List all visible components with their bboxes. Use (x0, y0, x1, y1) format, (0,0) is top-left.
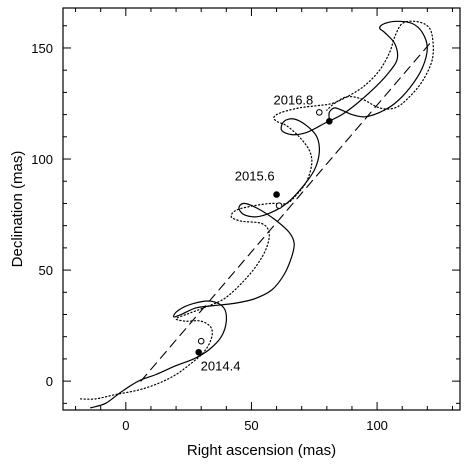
y-tick-label: 150 (31, 41, 53, 56)
y-tick-label: 0 (46, 374, 53, 389)
epoch-label: 2015.6 (235, 169, 275, 184)
plot-border (62, 7, 461, 411)
series-lines (80, 20, 434, 409)
filled-marker (326, 117, 333, 125)
y-tick-label: 50 (39, 263, 53, 278)
dotted-track-line (80, 20, 434, 400)
open-marker (315, 109, 323, 116)
x-tick-label: 0 (122, 418, 129, 433)
epoch-labels: 2014.4 2015.6 2016.8 (201, 92, 314, 373)
x-tick-label: 50 (244, 418, 258, 433)
y-axis-title: Declination (mas) (9, 151, 26, 268)
x-axis-title: Right ascension (mas) (187, 442, 336, 459)
epoch-label: 2016.8 (274, 92, 314, 107)
solid-track-line (90, 20, 428, 409)
x-tick-label: 100 (366, 418, 388, 433)
open-marker (275, 202, 283, 209)
epoch-label: 2014.4 (201, 358, 241, 373)
filled-marker (273, 191, 280, 198)
filled-marker (195, 348, 202, 356)
y-tick-label: 100 (31, 152, 53, 167)
open-marker (197, 337, 205, 345)
epoch-markers (195, 109, 333, 356)
axis-ticks (63, 8, 460, 410)
plot-frame (62, 7, 461, 411)
tick-labels: 0 50 100 0 50 100 150 (31, 41, 388, 433)
